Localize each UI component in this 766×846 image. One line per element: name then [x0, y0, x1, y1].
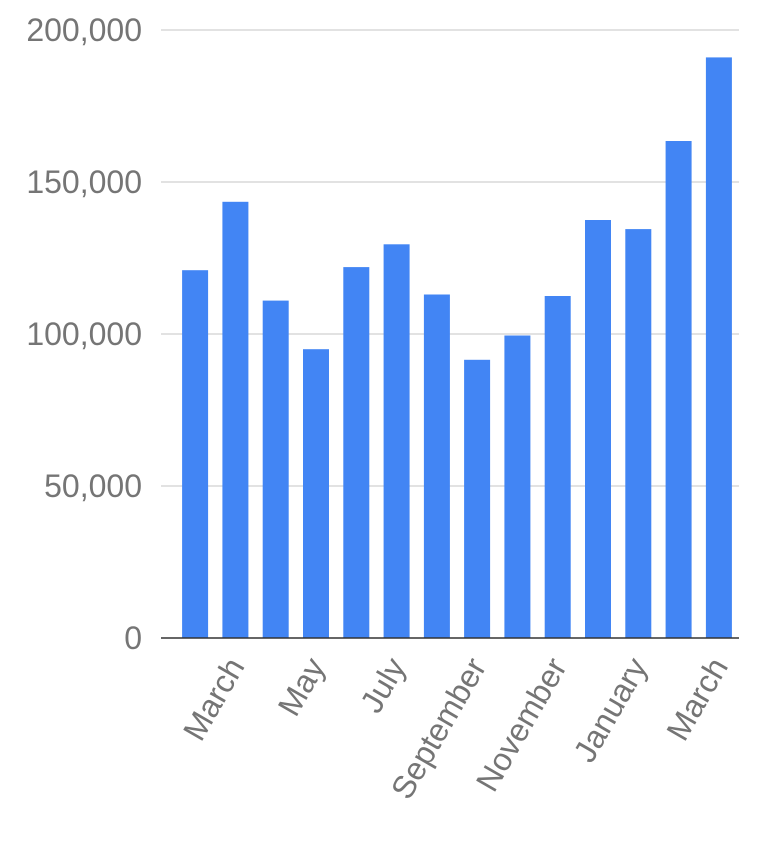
y-tick-label: 100,000	[26, 316, 142, 352]
bar	[504, 335, 531, 638]
bar	[303, 349, 329, 638]
x-tick-label: March	[176, 652, 252, 747]
bar	[585, 220, 611, 638]
bar	[464, 359, 491, 638]
bar	[182, 270, 209, 638]
y-tick-label: 200,000	[26, 12, 142, 48]
bars	[182, 57, 732, 639]
bar	[262, 300, 289, 638]
bar	[665, 141, 692, 638]
y-axis-tick-labels: 0 50,000 100,000 150,000 200,000	[26, 12, 142, 656]
y-tick-label: 50,000	[44, 468, 142, 504]
x-tick-label: March	[659, 652, 735, 747]
bar	[222, 201, 249, 639]
bar	[544, 296, 571, 638]
bar	[705, 57, 732, 638]
bar	[343, 267, 370, 638]
x-tick-label: May	[271, 652, 332, 722]
y-tick-label: 150,000	[26, 164, 142, 200]
x-tick-label: January	[566, 652, 654, 769]
x-tick-label: July	[353, 652, 413, 719]
bar	[423, 294, 450, 638]
bar	[625, 229, 652, 638]
bar	[383, 244, 410, 639]
y-tick-label: 0	[124, 620, 142, 656]
